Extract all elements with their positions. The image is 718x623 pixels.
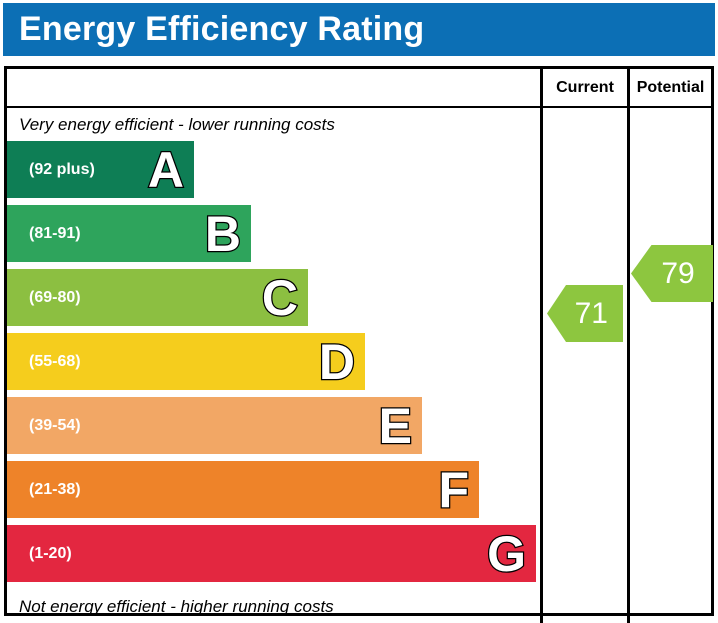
band-letter: C [261, 269, 300, 326]
band-range-label: (69-80) [29, 288, 81, 306]
band-letter: B [204, 205, 243, 262]
band-range-label: (55-68) [29, 352, 81, 370]
current-column-header: Current [540, 69, 627, 108]
band-bar-g: (1-20) G [7, 525, 536, 582]
band-letter: G [486, 525, 527, 582]
potential-rating-column: 79 [627, 108, 713, 623]
band-row-f: (21-38) F [7, 461, 540, 518]
band-range-label: (81-91) [29, 224, 81, 242]
rating-table: Current Potential Very energy efficient … [4, 66, 714, 623]
band-range-label: (39-54) [29, 416, 81, 434]
potential-rating-arrow: 79 [631, 245, 713, 302]
band-range-label: (1-20) [29, 544, 72, 562]
band-bar-f: (21-38) F [7, 461, 479, 518]
band-row-e: (39-54) E [7, 397, 540, 454]
potential-rating-value: 79 [661, 256, 695, 290]
caption-very-efficient: Very energy efficient - lower running co… [19, 115, 335, 134]
current-rating-value: 71 [574, 296, 608, 330]
bands-list: (92 plus) A (81-91) B (69-80) C (55-68) D (39-54… [7, 141, 540, 582]
band-range-label: (92 plus) [29, 160, 95, 178]
band-row-g: (1-20) G [7, 525, 540, 582]
band-bar-e: (39-54) E [7, 397, 422, 454]
band-row-d: (55-68) D [7, 333, 540, 390]
band-bar-c: (69-80) C [7, 269, 308, 326]
band-letter: D [318, 333, 357, 390]
band-letter: F [437, 461, 470, 518]
band-bar-d: (55-68) D [7, 333, 365, 390]
current-rating-column: 71 [540, 108, 627, 623]
header-spacer-cell [7, 69, 540, 108]
chart-title: Energy Efficiency Rating [19, 10, 425, 48]
band-row-a: (92 plus) A [7, 141, 540, 198]
caption-not-efficient: Not energy efficient - higher running co… [19, 597, 334, 616]
chart-title-bar: Energy Efficiency Rating [3, 3, 715, 56]
band-row-b: (81-91) B [7, 205, 540, 262]
band-bar-b: (81-91) B [7, 205, 251, 262]
bands-area: Very energy efficient - lower running co… [7, 108, 540, 623]
band-letter: A [147, 141, 186, 198]
potential-column-header: Potential [627, 69, 711, 108]
band-range-label: (21-38) [29, 480, 81, 498]
band-letter: E [377, 397, 413, 454]
current-rating-arrow: 71 [547, 285, 623, 342]
band-bar-a: (92 plus) A [7, 141, 194, 198]
band-row-c: (69-80) C [7, 269, 540, 326]
